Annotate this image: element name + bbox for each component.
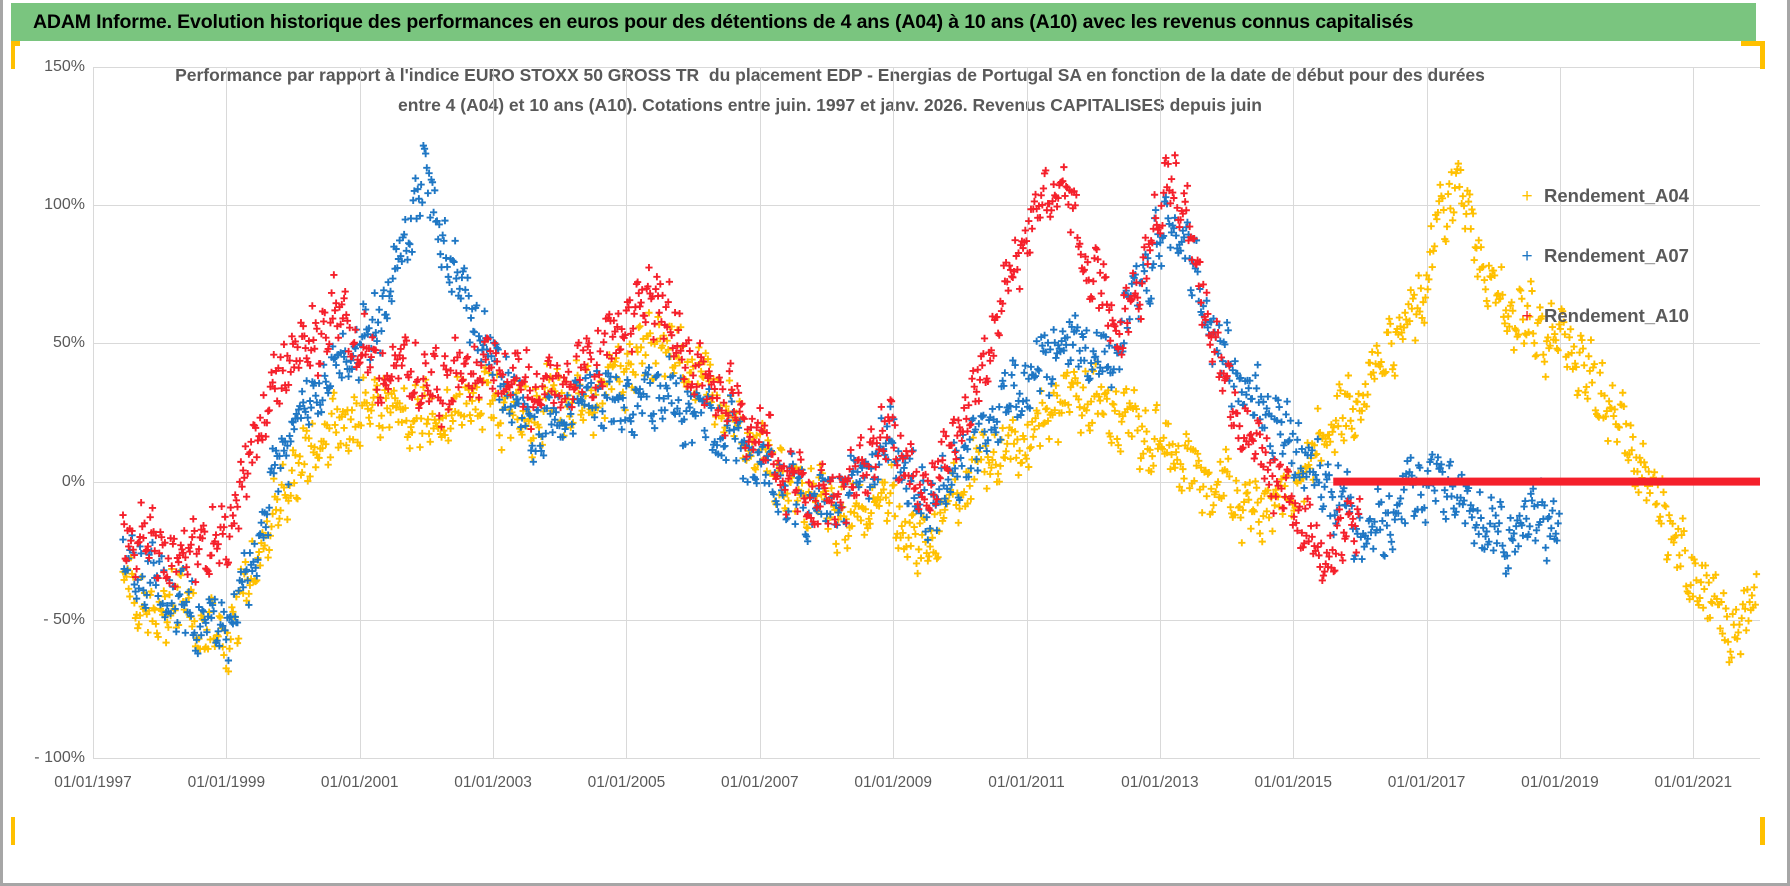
y-axis-tick-label: 0% xyxy=(61,472,85,490)
x-axis: 01/01/1997 01/01/1999 01/01/2001 01/01/2003… xyxy=(54,774,1760,798)
gridline-vertical xyxy=(759,67,761,758)
gridline-vertical xyxy=(226,67,228,758)
plot-region[interactable] xyxy=(93,67,1761,759)
series-Rendement_A04 xyxy=(119,160,1761,676)
legend-item-rendement_a10[interactable]: + Rendement_A10 xyxy=(1516,286,1746,346)
series-Rendement_A10 xyxy=(119,151,1364,591)
gridlines-layer xyxy=(93,67,1760,759)
zero-reference-line xyxy=(1333,477,1760,486)
x-axis-tick-label: 01/01/2019 xyxy=(1521,774,1599,791)
x-axis-tick-label: 01/01/2017 xyxy=(1387,774,1466,791)
y-axis-tick-label: 50% xyxy=(52,334,85,352)
scatter-points-layer xyxy=(119,142,1761,676)
y-axis-tick-label: 100% xyxy=(44,196,85,214)
chart-legend[interactable]: + Rendement_A04 + Rendement_A07 + Rendement_A… xyxy=(1516,166,1746,346)
gridline-vertical xyxy=(1693,67,1695,758)
gridline-vertical xyxy=(1426,67,1428,758)
y-axis-tick-label: - 50% xyxy=(43,610,85,628)
x-axis-tick-label: 01/01/2003 xyxy=(454,774,532,791)
banner-title-text: ADAM Informe. Evolution historique des p… xyxy=(33,10,1414,33)
title-banner: ADAM Informe. Evolution historique des p… xyxy=(11,3,1756,41)
series-Rendement_A07 xyxy=(119,142,1563,665)
legend-item-rendement_a07[interactable]: + Rendement_A07 xyxy=(1516,226,1746,286)
gridline-vertical xyxy=(893,67,895,758)
gridline-vertical xyxy=(626,67,628,758)
gridline-vertical xyxy=(93,67,94,758)
bottom-strip xyxy=(11,869,1756,879)
gridline-vertical xyxy=(493,67,495,758)
selection-corner-top-right-cap xyxy=(1741,41,1765,50)
gridline-horizontal xyxy=(93,205,1760,207)
y-axis-tick-label: 150% xyxy=(44,58,85,75)
gridline-vertical xyxy=(1293,67,1295,758)
x-axis-tick-label: 01/01/2011 xyxy=(988,774,1065,791)
gridline-horizontal xyxy=(93,481,1760,483)
gridline-horizontal xyxy=(93,758,1760,759)
legend-item-label: Rendement_A10 xyxy=(1544,305,1689,326)
legend-item-rendement_a04[interactable]: + Rendement_A04 xyxy=(1516,166,1746,226)
x-axis-tick-label: 01/01/2009 xyxy=(854,774,932,791)
chart-canvas[interactable]: Performance par rapport à l'indice EURO … xyxy=(15,46,1761,846)
gridline-vertical xyxy=(1026,67,1028,758)
x-axis-tick-label: 01/01/2021 xyxy=(1654,774,1733,791)
selection-corner-bottom-right xyxy=(1756,817,1765,845)
legend-item-label: Rendement_A07 xyxy=(1544,245,1689,266)
gridline-vertical xyxy=(1159,67,1161,758)
y-axis-tick-label: - 100% xyxy=(34,749,85,766)
legend-marker-icon: + xyxy=(1521,185,1533,207)
legend-marker-icon: + xyxy=(1521,305,1533,327)
x-axis-tick-label: 01/01/2015 xyxy=(1254,774,1333,791)
x-axis-tick-label: 01/01/2001 xyxy=(320,774,399,791)
gridline-horizontal xyxy=(93,619,1760,621)
legend-item-label: Rendement_A04 xyxy=(1544,185,1689,206)
gridline-vertical xyxy=(359,67,361,758)
x-axis-tick-label: 01/01/1999 xyxy=(187,774,266,791)
gridline-vertical xyxy=(1559,67,1561,758)
y-axis: 150% 100% 50% 0% - 50% - 100% xyxy=(15,58,85,766)
x-axis-tick-label: 01/01/2005 xyxy=(587,774,666,791)
gridline-horizontal xyxy=(93,343,1760,345)
x-axis-tick-label: 01/01/1997 xyxy=(54,774,132,791)
selection-corner-top-right xyxy=(1756,41,1765,69)
x-axis-tick-label: 01/01/2013 xyxy=(1121,774,1199,791)
x-axis-tick-label: 01/01/2007 xyxy=(721,774,799,791)
gridline-horizontal xyxy=(93,67,1760,68)
legend-marker-icon: + xyxy=(1521,245,1533,267)
